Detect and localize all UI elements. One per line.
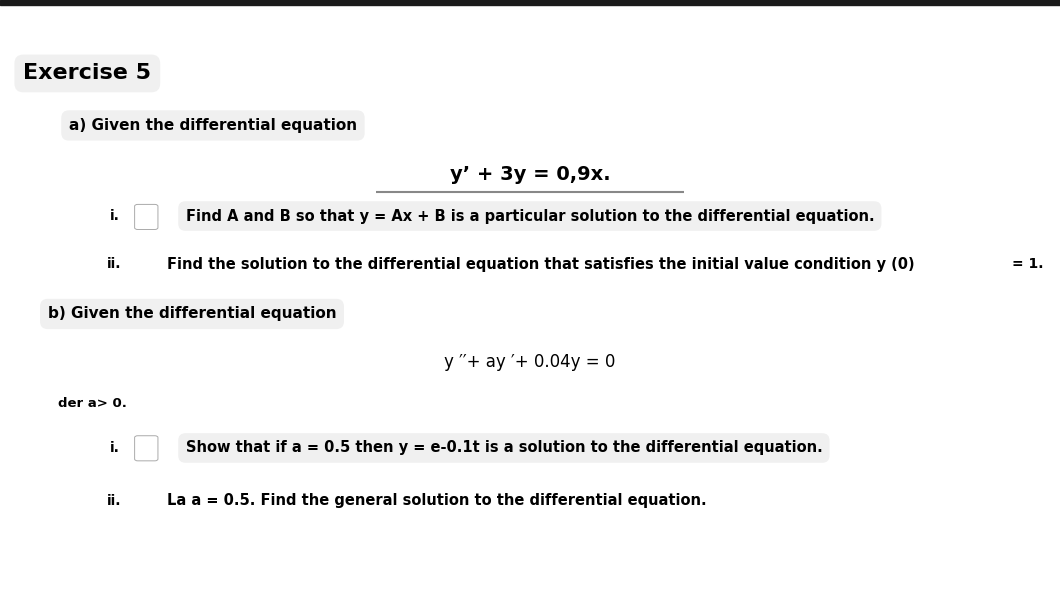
Text: y’ + 3y = 0,9x.: y’ + 3y = 0,9x. <box>449 165 611 184</box>
Text: i.: i. <box>109 209 120 223</box>
Text: La a = 0.5. Find the general solution to the differential equation.: La a = 0.5. Find the general solution to… <box>167 493 707 508</box>
Text: b) Given the differential equation: b) Given the differential equation <box>48 307 336 321</box>
Text: der a> 0.: der a> 0. <box>58 397 127 411</box>
Text: Show that if a = 0.5 then y = e-0.1t is a solution to the differential equation.: Show that if a = 0.5 then y = e-0.1t is … <box>186 441 823 455</box>
Text: ii.: ii. <box>107 258 122 271</box>
Text: = 1.: = 1. <box>1012 258 1044 271</box>
Text: a) Given the differential equation: a) Given the differential equation <box>69 118 357 133</box>
Text: Find A and B so that y = Ax + B is a particular solution to the differential equ: Find A and B so that y = Ax + B is a par… <box>186 209 874 223</box>
Text: i.: i. <box>109 441 120 455</box>
Text: y ′′+ ay ′+ 0.04y = 0: y ′′+ ay ′+ 0.04y = 0 <box>444 353 616 371</box>
Text: Find the solution to the differential equation that satisfies the initial value : Find the solution to the differential eq… <box>167 257 915 272</box>
Text: Exercise 5: Exercise 5 <box>23 64 152 83</box>
Text: ii.: ii. <box>107 494 122 507</box>
FancyBboxPatch shape <box>135 204 158 230</box>
FancyBboxPatch shape <box>135 436 158 461</box>
